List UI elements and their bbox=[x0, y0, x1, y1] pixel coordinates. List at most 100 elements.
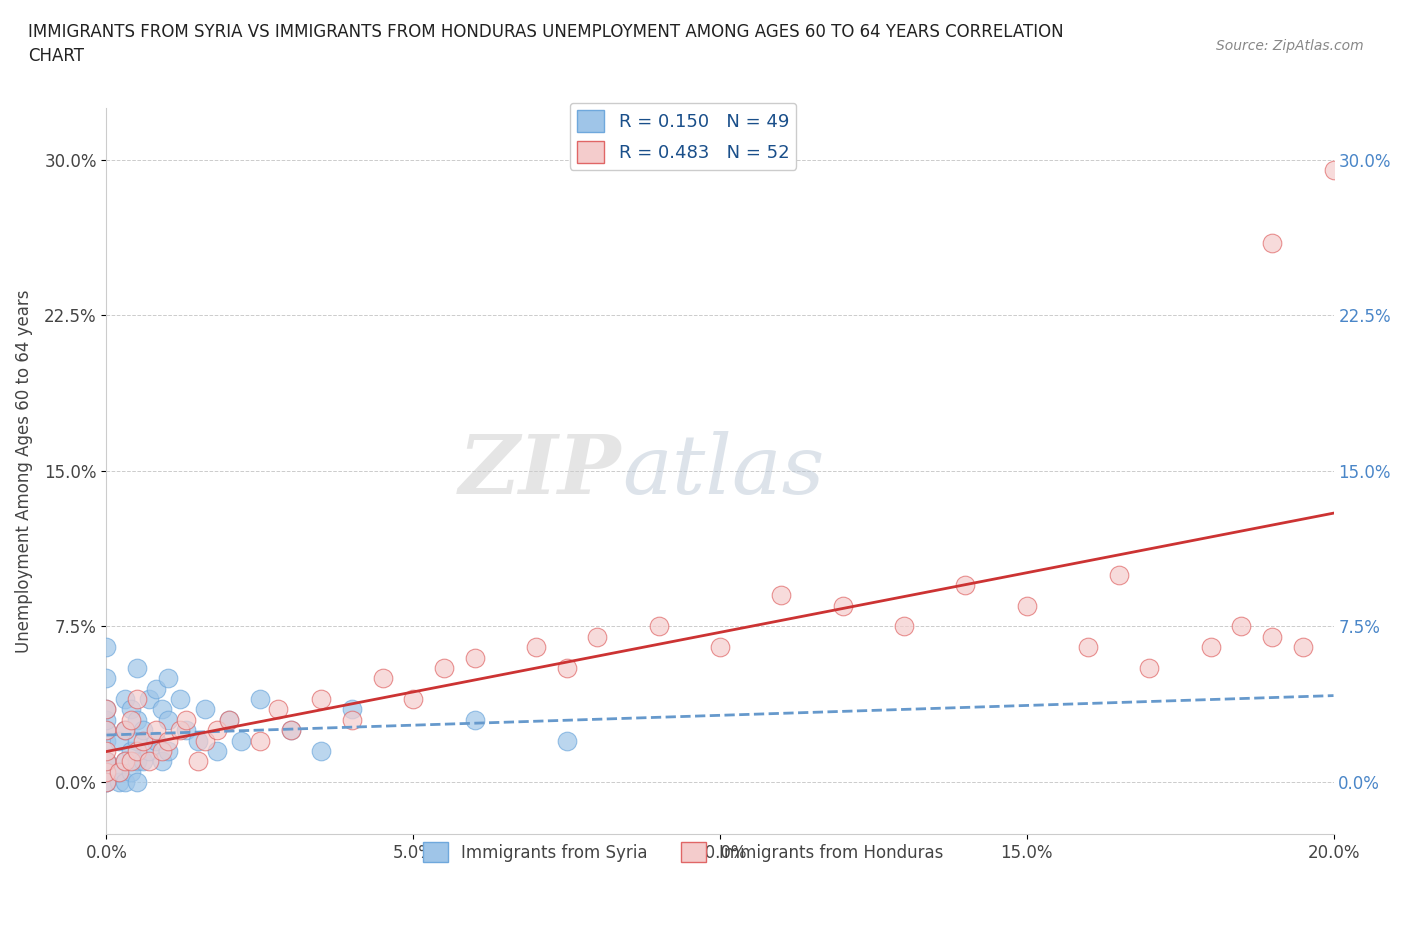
Point bbox=[107, 764, 129, 779]
Point bbox=[464, 712, 486, 727]
Point bbox=[114, 692, 136, 707]
Point bbox=[1108, 567, 1130, 582]
Point bbox=[169, 692, 191, 707]
Point bbox=[218, 712, 240, 727]
Point bbox=[1322, 163, 1344, 178]
Point bbox=[893, 619, 915, 634]
Point bbox=[586, 630, 609, 644]
Point bbox=[371, 671, 394, 685]
Point bbox=[709, 640, 731, 655]
Point bbox=[114, 754, 136, 769]
Point bbox=[280, 723, 302, 737]
Point bbox=[96, 702, 118, 717]
Text: Source: ZipAtlas.com: Source: ZipAtlas.com bbox=[1216, 39, 1364, 53]
Point bbox=[249, 733, 271, 748]
Point bbox=[120, 754, 142, 769]
Point bbox=[156, 733, 179, 748]
Point bbox=[145, 733, 167, 748]
Point bbox=[132, 733, 155, 748]
Point bbox=[114, 775, 136, 790]
Point bbox=[132, 723, 155, 737]
Point bbox=[169, 723, 191, 737]
Point bbox=[340, 712, 363, 727]
Point bbox=[107, 775, 129, 790]
Point bbox=[174, 712, 197, 727]
Point bbox=[150, 743, 173, 758]
Point bbox=[280, 723, 302, 737]
Y-axis label: Unemployment Among Ages 60 to 64 years: Unemployment Among Ages 60 to 64 years bbox=[15, 289, 32, 653]
Point bbox=[96, 640, 118, 655]
Point bbox=[1077, 640, 1099, 655]
Point bbox=[267, 702, 290, 717]
Point bbox=[156, 671, 179, 685]
Point bbox=[194, 733, 217, 748]
Text: ZIP: ZIP bbox=[460, 431, 621, 511]
Point bbox=[1015, 598, 1038, 613]
Point bbox=[96, 764, 118, 779]
Point bbox=[309, 692, 332, 707]
Point bbox=[1292, 640, 1315, 655]
Point bbox=[174, 723, 197, 737]
Point bbox=[120, 764, 142, 779]
Point bbox=[132, 754, 155, 769]
Point bbox=[138, 743, 160, 758]
Point bbox=[464, 650, 486, 665]
Point bbox=[96, 733, 118, 748]
Point bbox=[96, 775, 118, 790]
Point bbox=[114, 723, 136, 737]
Point bbox=[249, 692, 271, 707]
Point bbox=[218, 712, 240, 727]
Point bbox=[340, 702, 363, 717]
Point bbox=[555, 733, 578, 748]
Point bbox=[309, 743, 332, 758]
Point bbox=[1230, 619, 1253, 634]
Point bbox=[955, 578, 977, 592]
Point bbox=[433, 660, 456, 675]
Point bbox=[150, 754, 173, 769]
Point bbox=[107, 764, 129, 779]
Point bbox=[107, 733, 129, 748]
Point bbox=[127, 712, 149, 727]
Point bbox=[127, 660, 149, 675]
Point bbox=[138, 754, 160, 769]
Point bbox=[145, 723, 167, 737]
Text: atlas: atlas bbox=[621, 431, 824, 511]
Point bbox=[120, 702, 142, 717]
Point bbox=[145, 682, 167, 697]
Point bbox=[127, 743, 149, 758]
Point bbox=[205, 723, 228, 737]
Point bbox=[96, 723, 118, 737]
Point bbox=[114, 754, 136, 769]
Point bbox=[187, 754, 209, 769]
Point bbox=[96, 775, 118, 790]
Point bbox=[96, 754, 118, 769]
Point bbox=[1139, 660, 1161, 675]
Point bbox=[150, 702, 173, 717]
Point bbox=[127, 775, 149, 790]
Point bbox=[127, 754, 149, 769]
Point bbox=[138, 692, 160, 707]
Legend: Immigrants from Syria, Immigrants from Honduras: Immigrants from Syria, Immigrants from H… bbox=[416, 835, 950, 870]
Point bbox=[156, 743, 179, 758]
Point bbox=[1199, 640, 1222, 655]
Point bbox=[96, 754, 118, 769]
Point bbox=[114, 723, 136, 737]
Point bbox=[96, 702, 118, 717]
Point bbox=[231, 733, 253, 748]
Point bbox=[156, 712, 179, 727]
Point bbox=[524, 640, 547, 655]
Point bbox=[96, 743, 118, 758]
Point bbox=[120, 743, 142, 758]
Point bbox=[127, 733, 149, 748]
Point bbox=[205, 743, 228, 758]
Point bbox=[194, 702, 217, 717]
Point bbox=[770, 588, 793, 603]
Point bbox=[127, 692, 149, 707]
Point bbox=[555, 660, 578, 675]
Point bbox=[1261, 630, 1284, 644]
Text: IMMIGRANTS FROM SYRIA VS IMMIGRANTS FROM HONDURAS UNEMPLOYMENT AMONG AGES 60 TO : IMMIGRANTS FROM SYRIA VS IMMIGRANTS FROM… bbox=[28, 23, 1064, 65]
Point bbox=[96, 754, 118, 769]
Point bbox=[120, 712, 142, 727]
Point bbox=[402, 692, 425, 707]
Point bbox=[831, 598, 853, 613]
